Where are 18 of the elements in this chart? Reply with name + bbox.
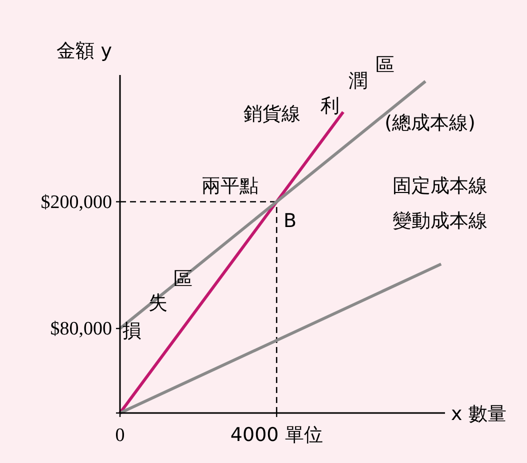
annotation: 固定成本線 xyxy=(392,175,488,197)
annotation: 區 xyxy=(174,268,192,290)
annotation: 利 xyxy=(320,95,340,117)
annotation: B xyxy=(283,210,297,232)
annotation: 兩平點 xyxy=(202,175,258,197)
annotation: (總成本線) xyxy=(384,112,476,134)
x-axis-title: x 數量 xyxy=(451,403,506,425)
annotation: 區 xyxy=(376,54,394,76)
annotation: 失 xyxy=(148,292,168,314)
y-tick-label: $200,000 xyxy=(40,192,112,213)
x-tick-label: 4000 單位 xyxy=(230,424,323,446)
x-tick-label: 0 xyxy=(115,425,125,446)
annotation: 潤 xyxy=(348,70,368,92)
y-axis-title: 金額 y xyxy=(56,40,112,62)
annotation: 損 xyxy=(122,320,142,342)
y-tick-label: $80,000 xyxy=(50,318,112,340)
annotation: 變動成本線 xyxy=(392,210,488,232)
annotation: 銷貨線 xyxy=(244,103,300,125)
